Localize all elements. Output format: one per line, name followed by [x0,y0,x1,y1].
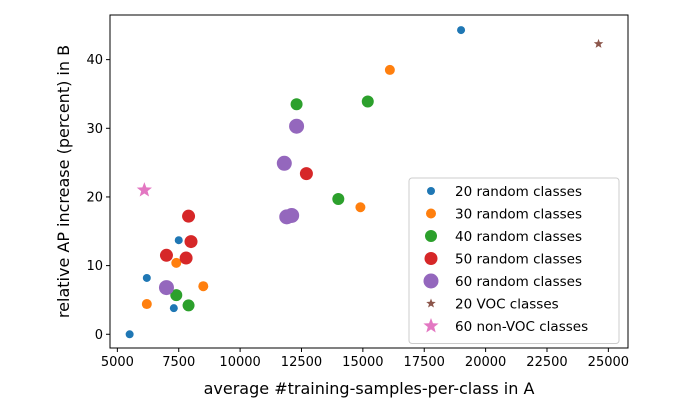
data-point-1-2 [142,273,151,282]
y-tick-label: 0 [95,328,103,343]
legend-label: 60 non-VOC classes [455,319,588,335]
legend-box [408,177,620,344]
data-point-4-5 [299,167,313,181]
legend-label: 30 random classes [455,207,582,223]
x-tick-label: 7500 [162,355,195,370]
x-tick-label: 17500 [404,355,445,370]
legend-item: 30 random classes [426,207,582,223]
x-tick-label: 12500 [281,355,322,370]
legend-item: 20 random classes [427,184,582,200]
x-tick-label: 25000 [588,355,629,370]
x-tick-label: 15000 [342,355,383,370]
x-axis-ticks: 5000 7500 10000 12500 15000 17500 20000 22500 25… [101,348,629,370]
legend-marker [426,298,436,308]
y-tick-label: 10 [86,259,103,274]
y-axis-label: relative AP increase (percent) in B [54,45,73,318]
data-point-3-4 [332,193,345,206]
data-point-2-3 [198,281,209,292]
legend-item: 60 random classes [423,273,582,290]
data-point-3-5 [361,95,374,108]
x-axis-label: average #training-samples-per-class in A [204,379,535,398]
data-point-6-1 [593,38,604,48]
data-point-2-2 [171,257,182,268]
legend-item: 60 non-VOC classes [423,318,588,335]
data-point-3-2 [182,299,195,312]
legend-label: 60 random classes [455,274,582,290]
data-point-4-4 [184,235,198,249]
data-point-3-1 [170,289,183,302]
legend-item: 40 random classes [425,229,582,245]
y-tick-label: 30 [86,122,103,137]
data-point-7-1 [136,182,152,197]
legend-marker [426,208,436,219]
data-point-3-3 [290,98,303,111]
data-point-4-1 [159,248,173,262]
data-point-5-1 [158,280,174,296]
legend-marker [423,273,439,289]
x-tick-label: 22500 [526,355,567,370]
data-points [125,26,604,339]
legend-marker [427,187,435,195]
data-point-4-2 [179,251,193,265]
legend-item: 50 random classes [424,252,582,268]
x-tick-label: 10000 [219,355,260,370]
x-tick-label: 20000 [465,355,506,370]
x-tick-label: 5000 [101,355,134,370]
legend-marker [425,230,437,242]
plot-frame [109,14,629,349]
data-point-2-1 [141,299,152,310]
data-point-1-5 [457,26,466,35]
data-point-1-3 [169,304,178,313]
data-point-5-5 [289,118,305,134]
legend-label: 20 random classes [455,184,582,200]
data-point-1-1 [125,330,134,339]
data-point-1-4 [174,236,183,245]
data-point-5-2 [276,155,292,171]
y-tick-label: 20 [86,190,103,205]
data-point-2-4 [355,202,366,213]
legend-label: 20 VOC classes [455,297,559,313]
data-point-2-5 [384,64,395,75]
legend-marker [423,318,439,333]
legend-label: 40 random classes [455,229,582,245]
legend-label: 50 random classes [455,252,582,268]
legend-marker [424,252,438,265]
legend: 20 random classes 30 random classes 40 ran… [408,177,620,344]
y-tick-label: 40 [86,53,103,68]
y-axis-ticks: 0 10 20 30 40 [86,53,110,343]
data-point-4-3 [182,209,196,223]
legend-item: 20 VOC classes [426,297,559,313]
data-point-5-4 [284,207,300,223]
